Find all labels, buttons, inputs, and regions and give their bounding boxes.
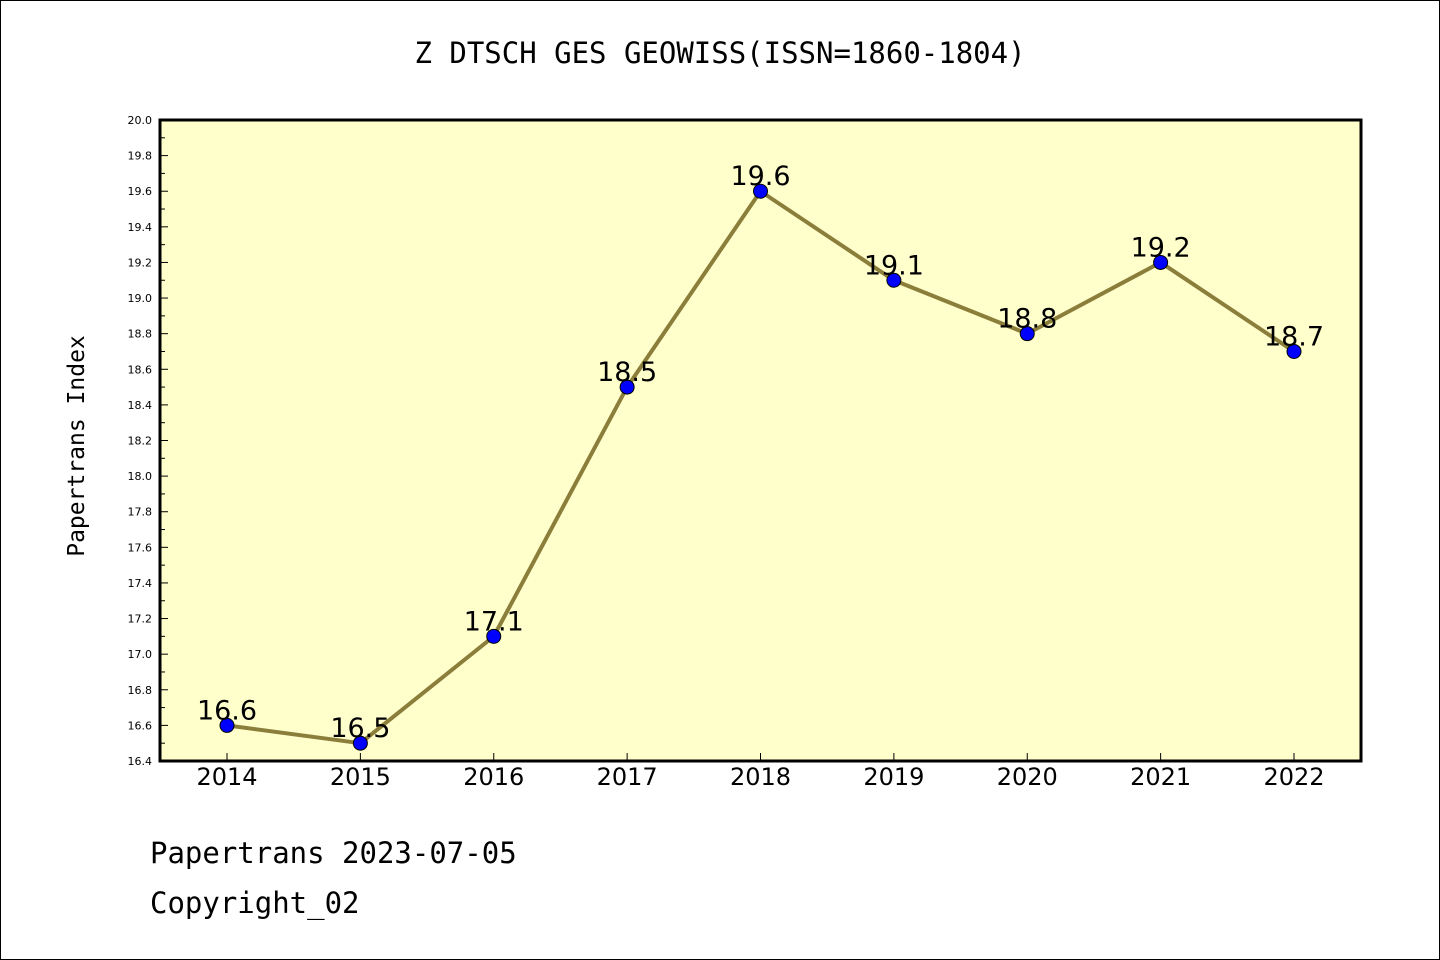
y-tick-label: 18.6 [128,363,153,376]
footer-date: Papertrans 2023-07-05 [150,836,517,870]
y-tick-label: 19.4 [128,221,153,234]
y-tick-label: 16.8 [128,684,153,697]
data-label: 18.7 [1264,321,1324,352]
data-label: 18.8 [997,304,1057,335]
data-label: 17.1 [464,606,524,637]
data-label: 19.6 [730,161,790,192]
data-labels: 16.6 16.5 17.1 18.5 19.6 19.1 18.8 19.2 18.7 [197,161,1324,744]
y-tick-label: 20.0 [128,114,153,127]
x-tick-label: 2016 [463,763,524,791]
data-point [886,272,902,288]
y-tick-label: 19.2 [128,256,153,269]
series [219,183,1302,751]
y-axis-label: Papertrans Index [64,335,90,557]
plot-area [158,118,1363,763]
data-label: 16.5 [330,713,390,744]
x-tick-label: 2017 [597,763,658,791]
data-point [619,379,635,395]
y-tick-label: 16.6 [128,719,153,732]
data-point [1019,326,1035,342]
x-tick-label: 2014 [196,763,257,791]
data-point [219,717,235,733]
x-tick-label: 2022 [1263,763,1324,791]
y-tick-label: 17.8 [128,506,153,519]
data-label: 16.6 [197,695,257,726]
y-tick-label: 17.4 [128,577,153,590]
y-tick-label: 19.0 [128,292,153,305]
y-tick-label: 19.6 [128,185,153,198]
x-tick-label: 2020 [997,763,1058,791]
y-tick-label: 18.0 [128,470,153,483]
x-tick-label: 2021 [1130,763,1191,791]
data-point [1153,254,1169,270]
footer-copyright: Copyright_02 [150,886,360,920]
y-tick-label: 18.8 [128,328,153,341]
data-label: 18.5 [597,357,657,388]
x-axis: 2014 2015 2016 2017 2018 2019 2020 2021 2022 [196,753,1325,791]
y-axis: 16.4 16.6 16.8 17.0 17.2 17.4 17.6 17.8 18.0 18.2… [128,114,168,768]
y-tick-label: 17.6 [128,541,153,554]
data-label: 19.1 [864,250,924,281]
y-tick-label: 18.4 [128,399,153,412]
x-tick-label: 2019 [863,763,924,791]
y-tick-label: 17.0 [128,648,153,661]
y-tick-label: 19.8 [128,150,153,163]
data-point [486,628,502,644]
data-point [1286,343,1302,359]
data-label: 19.2 [1131,232,1191,263]
x-tick-label: 2018 [730,763,791,791]
x-tick-label: 2015 [330,763,391,791]
data-point [352,735,368,751]
y-tick-label: 16.4 [128,755,153,768]
y-tick-label: 17.2 [128,613,153,626]
chart-title: Z DTSCH GES GEOWISS(ISSN=1860-1804) [414,36,1026,70]
y-tick-label: 18.2 [128,435,153,448]
data-point [753,183,768,199]
